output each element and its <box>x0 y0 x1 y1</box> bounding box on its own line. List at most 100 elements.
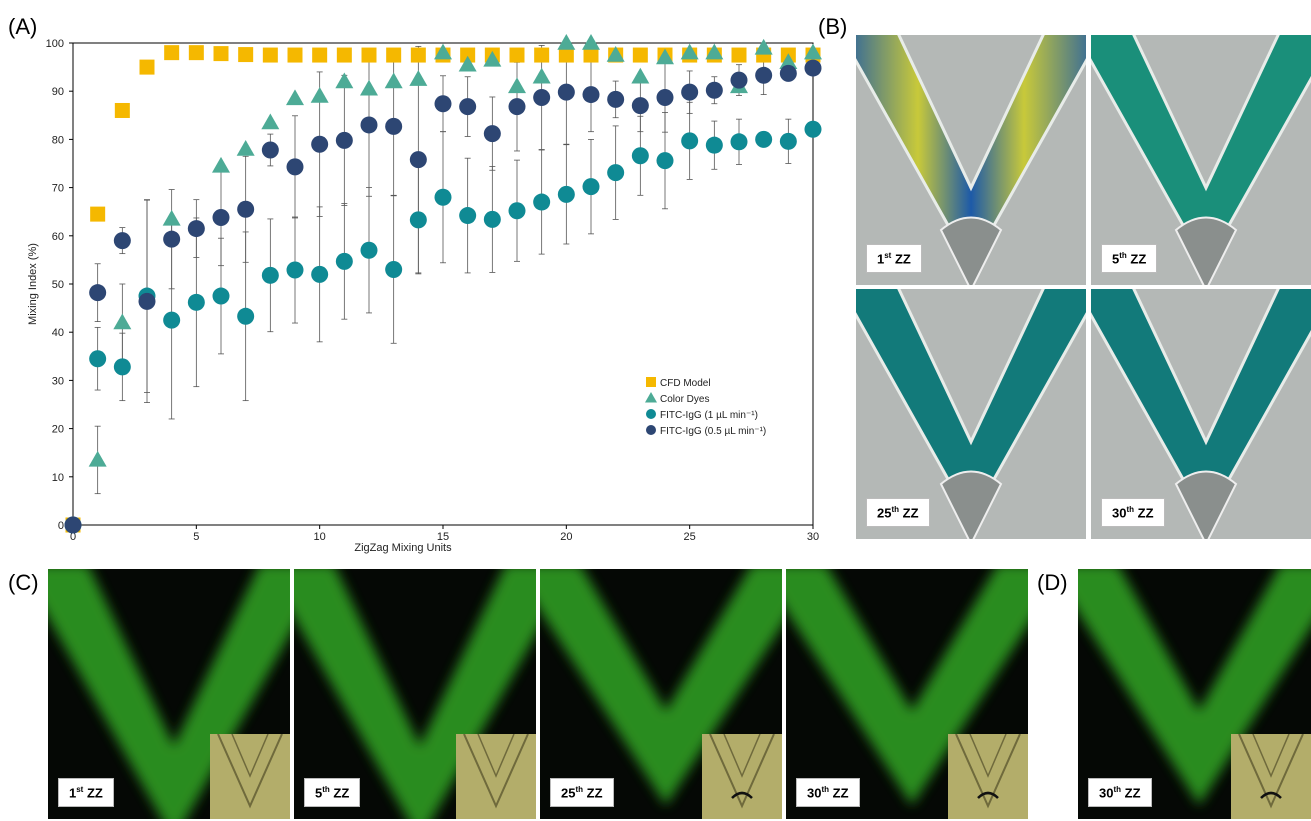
fluorescence-image: 5th ZZ <box>294 569 536 819</box>
channel-tip <box>939 216 1003 285</box>
inset-channel-inner <box>723 734 761 778</box>
fluorescent-channel <box>540 569 782 806</box>
legend-label: FITC-IgG (0.5 µL min⁻¹) <box>660 426 766 437</box>
data-point <box>360 79 378 96</box>
data-point <box>508 202 526 220</box>
x-tick-label: 15 <box>437 531 449 543</box>
series-3 <box>64 59 822 534</box>
fluorescent-channel <box>786 569 1028 806</box>
zigzag-unit-label: 25th ZZ <box>866 497 930 527</box>
data-point <box>583 47 599 63</box>
y-tick-label: 90 <box>52 86 64 98</box>
data-point <box>483 210 501 228</box>
zigzag-unit-label: 5th ZZ <box>304 777 361 807</box>
data-point <box>607 164 625 182</box>
label-number: 5 <box>315 785 323 800</box>
label-number: 5 <box>1112 251 1120 266</box>
y-tick-label: 100 <box>46 38 64 50</box>
data-point <box>335 252 353 270</box>
brightfield-inset <box>456 734 536 819</box>
zigzag-unit-label: 1st ZZ <box>58 777 114 807</box>
data-point <box>164 45 180 61</box>
data-point <box>360 116 378 134</box>
data-point <box>385 117 403 135</box>
data-point <box>730 133 748 151</box>
label-number: 25 <box>877 505 892 520</box>
y-tick-label: 40 <box>52 327 64 339</box>
panel-letter-d: (D) <box>1037 570 1068 595</box>
brightfield-image: 30th ZZ <box>1091 289 1311 539</box>
data-point <box>335 131 353 149</box>
data-point <box>607 90 625 108</box>
data-point <box>705 43 724 60</box>
data-point <box>187 293 205 311</box>
data-point <box>779 53 798 70</box>
inset-channel-inner <box>477 734 515 778</box>
brightfield-inset <box>1231 734 1311 819</box>
data-point <box>534 47 550 63</box>
data-point <box>656 152 674 170</box>
inset-channel-outer <box>463 734 529 809</box>
legend-label: CFD Model <box>660 378 711 389</box>
data-point <box>311 135 329 153</box>
data-point <box>361 47 377 63</box>
y-tick-label: 30 <box>52 375 64 387</box>
data-point <box>360 241 378 259</box>
label-suffix: th <box>1119 250 1127 260</box>
data-point <box>384 72 403 89</box>
inset-meniscus <box>731 791 753 799</box>
inset-channel-outer <box>1238 734 1304 809</box>
panel-letter-b: (B) <box>818 14 848 39</box>
data-point <box>89 350 107 368</box>
legend-entry: CFD Model <box>646 377 711 389</box>
inset-channel-inner <box>1252 734 1290 778</box>
label-unit: ZZ <box>1134 505 1154 520</box>
data-point <box>631 97 649 115</box>
data-point <box>237 307 255 325</box>
inset-channel-inner <box>969 734 1007 778</box>
y-axis-label: Mixing Index (%) <box>27 243 39 325</box>
data-point <box>90 206 106 222</box>
zigzag-unit-label: 30th ZZ <box>1088 777 1152 807</box>
data-point <box>138 292 156 310</box>
data-point <box>509 47 525 63</box>
data-point <box>582 178 600 196</box>
data-point <box>409 211 427 229</box>
data-point <box>755 66 773 84</box>
data-point <box>804 59 822 77</box>
data-point <box>261 141 279 159</box>
data-point <box>632 47 648 63</box>
label-unit: ZZ <box>899 505 919 520</box>
inset-channel-outer <box>955 734 1021 809</box>
legend-label: Color Dyes <box>660 394 709 405</box>
data-point <box>755 130 773 148</box>
data-point <box>64 516 82 534</box>
label-suffix: st <box>76 784 84 794</box>
label-unit: ZZ <box>891 251 911 266</box>
data-point <box>681 132 699 150</box>
fluorescence-image: 1st ZZ <box>48 569 290 819</box>
data-point <box>606 46 625 62</box>
data-point <box>238 47 254 63</box>
label-suffix: th <box>1113 784 1122 794</box>
data-point <box>730 71 748 89</box>
data-point <box>705 136 723 154</box>
data-point <box>311 265 329 283</box>
label-suffix: th <box>575 784 584 794</box>
data-point <box>114 102 130 118</box>
data-point <box>459 98 477 116</box>
data-point <box>310 87 329 103</box>
data-point <box>434 43 452 60</box>
data-point <box>483 50 502 67</box>
label-suffix: th <box>1126 504 1135 514</box>
x-tick-label: 20 <box>560 531 572 543</box>
data-point <box>705 81 723 99</box>
y-tick-label: 80 <box>52 134 64 146</box>
series-2 <box>64 120 822 534</box>
data-point <box>261 113 280 130</box>
label-number: 30 <box>1112 505 1127 520</box>
y-tick-label: 20 <box>52 424 64 436</box>
data-point <box>582 86 600 104</box>
data-point <box>582 34 600 50</box>
zigzag-unit-label: 5th ZZ <box>1101 243 1158 273</box>
